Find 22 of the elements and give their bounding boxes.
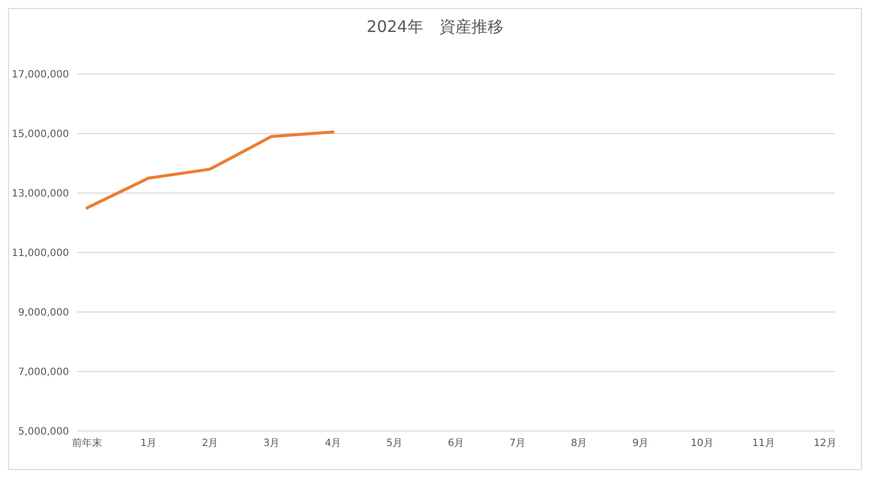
x-tick-label: 7月 (509, 438, 526, 450)
x-tick-label: 11月 (752, 438, 775, 450)
x-tick-label: 1月 (140, 438, 157, 450)
x-tick-label: 8月 (570, 438, 588, 450)
x-tick-label: 2月 (202, 438, 218, 450)
y-tick-label: 17,000,000 (12, 70, 69, 81)
x-tick-label: 10月 (690, 438, 714, 450)
line-series (86, 130, 334, 210)
y-tick-label: 11,000,000 (12, 248, 69, 260)
y-tick-label: 7,000,000 (18, 367, 69, 378)
x-tick-label: 9月 (632, 438, 649, 450)
x-tick-label: 4月 (324, 438, 342, 450)
x-tick-label: 12月 (814, 438, 836, 450)
chart-title: 2024年 資産推移 (366, 17, 504, 38)
x-tick-label: 5月 (386, 438, 403, 450)
y-tick-label: 5,000,000 (18, 426, 69, 438)
x-tick-label: 3月 (263, 438, 280, 450)
y-tick-label: 15,000,000 (12, 129, 69, 140)
x-tick-label: 6月 (448, 438, 464, 450)
y-tick-label: 13,000,000 (12, 188, 69, 200)
y-tick-label: 9,000,000 (18, 308, 69, 319)
x-tick-label: 前年末 (72, 437, 102, 450)
